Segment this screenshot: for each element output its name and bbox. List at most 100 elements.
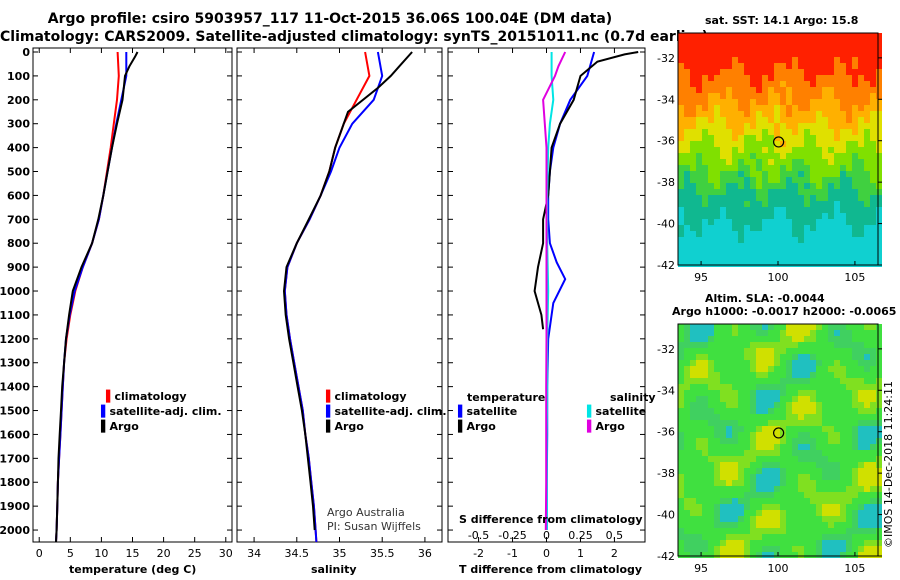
map-cell [774,426,780,432]
map-cell [768,141,774,147]
ytick-label: 1400 [0,381,30,394]
map-cell [726,69,732,75]
map-cell [714,480,720,486]
map-cell [714,540,720,546]
map-cell [804,201,810,207]
map-cell [852,99,858,105]
map-cell [768,510,774,516]
map-cell [762,360,768,366]
map-cell [678,516,684,522]
map-cell [798,480,804,486]
map-cell [780,474,786,480]
map-cell [822,330,828,336]
map-cell [750,474,756,480]
map-cell [834,141,840,147]
map-cell [762,201,768,207]
series-salinity-argo [542,51,567,531]
map-cell [762,177,768,183]
map-cell [852,426,858,432]
map-cell [858,39,864,45]
map-cell [696,504,702,510]
map-cell [774,336,780,342]
map-cell [708,99,714,105]
map-cell [840,366,846,372]
map-cell [864,330,870,336]
map-cell [738,39,744,45]
map-cell [768,330,774,336]
map-cell [780,183,786,189]
map-cell [780,51,786,57]
map-cell [876,372,882,378]
map-cell [738,129,744,135]
map-cell [810,69,816,75]
map-cell [792,219,798,225]
map-cell [756,390,762,396]
map-cell [876,480,882,486]
map-cell [702,456,708,462]
map-cell [684,249,690,255]
map-cell [840,552,846,558]
map-cell [798,189,804,195]
map-cell [750,420,756,426]
map-cell [846,534,852,540]
map-cell [792,63,798,69]
map-cell [798,105,804,111]
map-cell [690,498,696,504]
map-cell [870,99,876,105]
map-cell [804,444,810,450]
lon-tick-label: 95 [694,271,708,284]
map-cell [684,426,690,432]
map-cell [840,534,846,540]
map-cell [870,177,876,183]
map-cell [870,69,876,75]
map-cell [840,57,846,63]
series-argo [55,51,139,543]
map-cell [762,378,768,384]
lon-tick-label: 100 [768,562,789,575]
map-cell [786,99,792,105]
map-cell [858,33,864,39]
map-cell [804,462,810,468]
map-cell [876,546,882,552]
map-cell [876,354,882,360]
map-cell [792,183,798,189]
map-cell [750,348,756,354]
map-cell [828,372,834,378]
map-cell [738,504,744,510]
lat-tick-label: -32 [657,52,675,65]
lat-tick-label: -40 [657,509,675,522]
map-cell [792,480,798,486]
map-cell [858,63,864,69]
map-cell [798,522,804,528]
map-cell [804,522,810,528]
map-cell [720,420,726,426]
map-cell [762,462,768,468]
map-cell [750,51,756,57]
map-cell [756,372,762,378]
map-cell [714,450,720,456]
map-cell [684,534,690,540]
map-cell [834,225,840,231]
map-cell [678,159,684,165]
map-cell [726,504,732,510]
map-cell [696,69,702,75]
map-cell [798,342,804,348]
map-cell [678,57,684,63]
map-cell [768,426,774,432]
legend-climatology-label: climatology [114,390,187,403]
map-cell [750,81,756,87]
map-cell [762,123,768,129]
map-cell [768,93,774,99]
map-cell [828,129,834,135]
map-cell [870,552,876,558]
map-cell [846,462,852,468]
map-cell [720,159,726,165]
map-cell [786,468,792,474]
map-cell [720,81,726,87]
map-cell [798,348,804,354]
map-cell [732,492,738,498]
map-cell [684,456,690,462]
map-cell [750,111,756,117]
map-cell [738,177,744,183]
map-cell [744,219,750,225]
